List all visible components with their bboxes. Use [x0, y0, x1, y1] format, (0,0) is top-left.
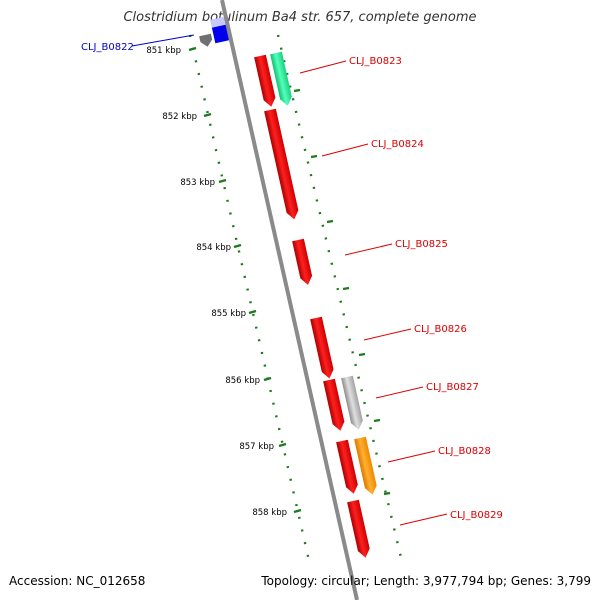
major-tick — [233, 243, 242, 249]
gene-feature[interactable] — [354, 436, 378, 496]
gene-feature[interactable] — [323, 378, 346, 432]
gene-label[interactable]: CLJ_B0824 — [371, 139, 424, 150]
scale-label: 851 kbp — [146, 46, 181, 56]
major-tick — [293, 88, 301, 93]
gene-label[interactable]: CLJ_B0828 — [438, 446, 491, 457]
leader-lines — [131, 34, 448, 526]
major-tick — [293, 508, 302, 514]
leader-line — [131, 34, 195, 47]
scale-label: 858 kbp — [252, 508, 287, 518]
major-tick — [342, 286, 350, 291]
scale-labels: 851 kbp 852 kbp 853 kbp 854 kbp 855 kbp … — [146, 46, 287, 518]
gene-label[interactable]: CLJ_B0826 — [414, 324, 467, 335]
gene-feature[interactable] — [347, 499, 371, 559]
scale-label: 857 kbp — [239, 442, 274, 452]
scale-label: 856 kbp — [225, 376, 260, 386]
leader-line — [299, 60, 347, 74]
leader-line — [387, 450, 436, 463]
major-tick — [188, 46, 197, 52]
gene-features — [199, 16, 378, 559]
scale-label: 855 kbp — [211, 309, 246, 319]
gene-label[interactable]: CLJ_B0827 — [426, 382, 479, 393]
gene-label[interactable]: CLJ_B0822 — [81, 42, 134, 53]
scale-label: 854 kbp — [196, 243, 231, 253]
gene-feature[interactable] — [310, 316, 335, 380]
leader-line — [344, 243, 393, 256]
gene-feature[interactable] — [210, 16, 229, 44]
major-tick — [248, 309, 257, 315]
chromosome-backbone — [220, 0, 359, 600]
gene-feature[interactable] — [336, 439, 359, 495]
leader-line — [363, 328, 412, 341]
major-tick — [373, 418, 381, 423]
gene-label[interactable]: CLJ_B0829 — [450, 510, 503, 521]
scale-label: 852 kbp — [162, 112, 197, 122]
gene-feature[interactable] — [264, 108, 300, 221]
gene-feature[interactable] — [199, 33, 213, 48]
major-tick — [263, 376, 272, 382]
major-tick — [218, 178, 227, 184]
major-tick — [326, 219, 334, 224]
gene-feature[interactable] — [292, 238, 314, 287]
gene-feature[interactable] — [270, 51, 293, 107]
major-tick — [310, 154, 318, 159]
gene-feature[interactable] — [341, 375, 364, 431]
major-tick — [383, 491, 391, 496]
major-tick — [203, 112, 212, 118]
leader-line — [399, 513, 448, 526]
leader-line — [375, 386, 424, 399]
scale-label: 853 kbp — [180, 178, 215, 188]
major-ticks — [188, 46, 391, 514]
gene-labels: CLJ_B0822 CLJ_B0823 CLJ_B0824 CLJ_B0825 … — [81, 42, 503, 521]
gene-label[interactable]: CLJ_B0823 — [349, 56, 402, 67]
accession-text: Accession: NC_012658 — [9, 574, 146, 588]
major-tick — [358, 352, 366, 357]
outer-scale-guide — [276, 34, 404, 563]
gene-label[interactable]: CLJ_B0825 — [395, 239, 448, 250]
genome-summary-text: Topology: circular; Length: 3,977,794 bp… — [261, 574, 591, 588]
major-tick — [278, 442, 287, 448]
gene-feature[interactable] — [254, 54, 277, 108]
leader-line — [321, 143, 369, 157]
